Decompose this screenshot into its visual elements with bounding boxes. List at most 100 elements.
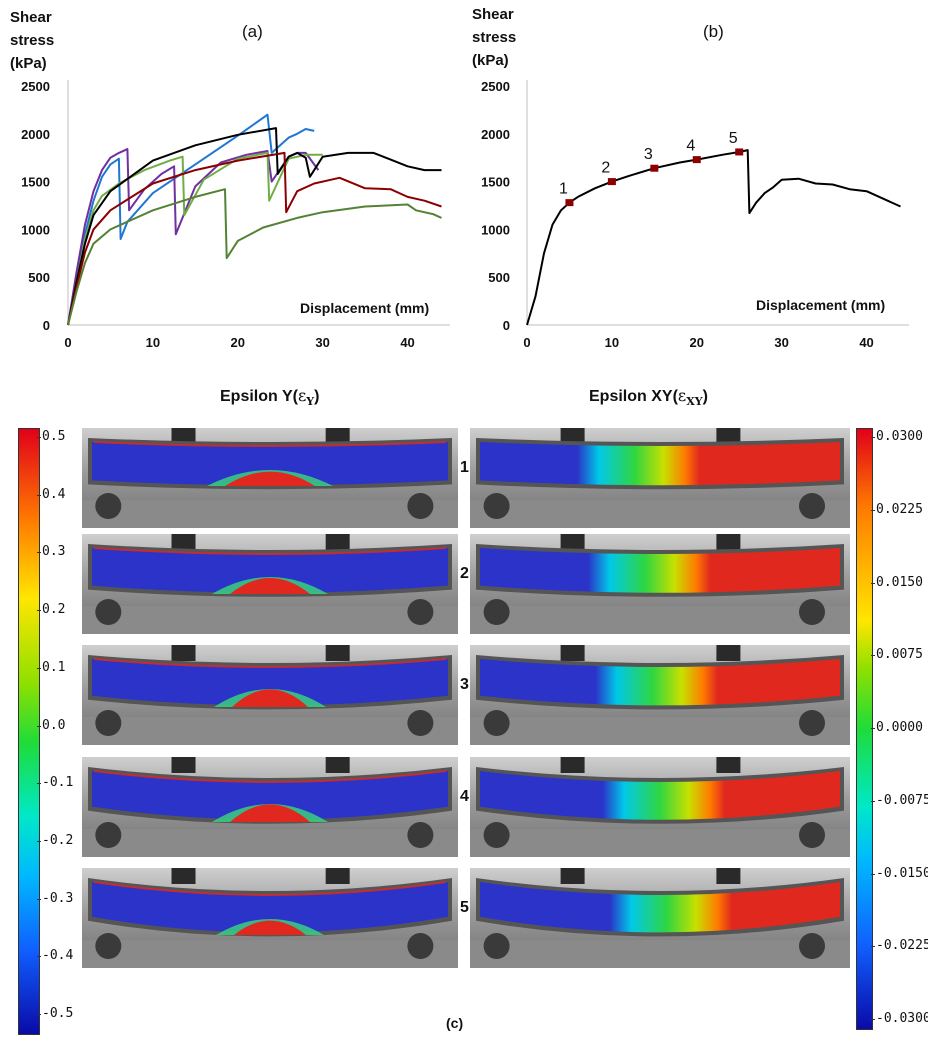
loading-nose bbox=[560, 428, 585, 444]
epsilon-xy-colorbar bbox=[856, 428, 873, 1030]
epsilon-y-title: Epsilon Y(εY) bbox=[220, 386, 320, 409]
support-roller bbox=[407, 933, 434, 959]
support-roller bbox=[95, 710, 122, 736]
support-roller bbox=[407, 710, 434, 736]
y-tick-label: 0 bbox=[503, 318, 510, 333]
epsilon-xy-scale-tick: 0.0075 bbox=[876, 647, 923, 663]
epsilon-y-scale-tick-mark bbox=[37, 840, 41, 842]
backdrop-floor bbox=[470, 829, 850, 857]
y-tick-label: 500 bbox=[488, 270, 510, 285]
y-tick-label: 500 bbox=[28, 270, 50, 285]
loading-nose bbox=[716, 868, 741, 884]
beam-map-svg bbox=[82, 534, 458, 634]
loading-nose bbox=[716, 757, 741, 773]
epsilon-xy-scale-tick: -0.0300 bbox=[876, 1011, 928, 1026]
support-roller bbox=[483, 822, 510, 848]
epsilon-y-scale-tick: 0.4 bbox=[42, 486, 66, 502]
strain-field bbox=[480, 659, 840, 706]
loading-nose bbox=[716, 428, 741, 444]
point-marker bbox=[735, 148, 744, 156]
support-roller bbox=[407, 822, 434, 848]
y-tick-label: 2000 bbox=[481, 127, 510, 142]
marker-label: 2 bbox=[601, 160, 610, 177]
y-tick-label: 1000 bbox=[21, 222, 50, 237]
epsilon-xy-scale-tick-mark bbox=[871, 1019, 875, 1020]
beam-map-svg bbox=[82, 428, 458, 528]
epsilon-y-scale-tick-mark bbox=[37, 783, 41, 785]
y-tick-label: 2500 bbox=[481, 79, 510, 94]
tension-zone bbox=[234, 920, 306, 935]
strain-field bbox=[92, 882, 448, 933]
support-roller bbox=[799, 822, 825, 848]
loading-nose bbox=[171, 534, 196, 550]
x-tick-label: 40 bbox=[859, 335, 873, 350]
epsilon-xy-scale-tick: 0.0000 bbox=[876, 720, 923, 735]
x-tick-label: 30 bbox=[774, 335, 788, 350]
loading-nose bbox=[171, 645, 196, 661]
epsilon-y-scale-tick: -0.4 bbox=[42, 948, 74, 964]
epsilon-y-scale-tick: 0.2 bbox=[42, 602, 66, 618]
epsilon-y-scale-tick-mark bbox=[37, 437, 41, 438]
epsilon-y-scale-tick: 0.5 bbox=[42, 429, 66, 444]
y-tick-label: 1500 bbox=[481, 175, 510, 190]
epsilon-y-scale-tick: -0.5 bbox=[42, 1006, 74, 1021]
epsilon-xy-scale-tick-mark bbox=[871, 946, 875, 948]
backdrop-floor bbox=[470, 940, 850, 968]
epsilon-y-map-1 bbox=[82, 428, 458, 528]
panel-b-ylabel-line2: stress bbox=[472, 29, 517, 46]
series-line bbox=[526, 149, 901, 326]
backdrop-floor bbox=[82, 717, 458, 745]
support-roller bbox=[407, 493, 434, 519]
epsilon-y-scale-tick-mark bbox=[37, 898, 41, 900]
epsilon-xy-scale-tick-mark bbox=[871, 800, 875, 802]
epsilon-xy-map-3 bbox=[470, 645, 850, 745]
loading-nose bbox=[171, 757, 196, 773]
top-edge-strain bbox=[93, 547, 447, 555]
loading-nose bbox=[560, 645, 585, 661]
panel-b-xlabel: Displacement (mm) bbox=[756, 297, 886, 313]
epsilon-xy-scale-tick-mark bbox=[871, 655, 875, 657]
backdrop-floor bbox=[470, 500, 850, 528]
strain-field bbox=[480, 548, 840, 593]
support-roller bbox=[407, 599, 434, 625]
x-tick-label: 0 bbox=[523, 335, 530, 350]
panel-b-ylabel-line1: Shear bbox=[472, 6, 514, 23]
panel-c-label: (c) bbox=[446, 1015, 464, 1031]
series-line bbox=[67, 151, 442, 326]
beam-map-svg bbox=[82, 757, 458, 857]
epsilon-y-scale-tick: 0.0 bbox=[42, 717, 66, 733]
panel-b-ylabel: Shear stress (kPa) bbox=[472, 3, 516, 72]
top-edge-strain bbox=[93, 658, 447, 668]
epsilon-y-scale-tick-mark bbox=[37, 610, 41, 612]
epsilon-xy-scale-tick: -0.0225 bbox=[876, 938, 928, 954]
loading-nose bbox=[171, 868, 196, 884]
marker-label: 4 bbox=[686, 138, 695, 155]
backdrop-floor bbox=[82, 606, 458, 634]
tension-zone bbox=[232, 689, 308, 707]
stage-number: 2 bbox=[460, 565, 469, 582]
point-marker bbox=[692, 156, 701, 164]
epsilon-y-scale-tick-mark bbox=[37, 1014, 41, 1015]
y-tick-label: 0 bbox=[43, 318, 50, 333]
marker-label: 1 bbox=[559, 181, 568, 198]
panel-a-xlabel: Displacement (mm) bbox=[300, 300, 430, 316]
y-tick-label: 1500 bbox=[21, 175, 50, 190]
epsilon-xy-scale-tick-mark bbox=[871, 873, 875, 875]
loading-nose bbox=[716, 645, 741, 661]
panel-a-ylabel-line3: (kPa) bbox=[10, 55, 47, 72]
stage-number: 5 bbox=[460, 899, 469, 916]
loading-nose bbox=[716, 534, 741, 550]
panel-a-ylabel-line1: Shear bbox=[10, 9, 52, 26]
tension-zone bbox=[230, 578, 310, 594]
support-roller bbox=[799, 933, 825, 959]
x-tick-label: 20 bbox=[690, 335, 704, 350]
epsilon-xy-map-5 bbox=[470, 868, 850, 968]
epsilon-y-scale-tick-mark bbox=[37, 667, 41, 669]
epsilon-xy-title: Epsilon XY(εXY) bbox=[589, 386, 708, 409]
epsilon-y-colorbar bbox=[18, 428, 40, 1035]
top-edge-strain bbox=[93, 881, 447, 896]
loading-nose bbox=[171, 428, 196, 444]
top-edge-strain bbox=[93, 441, 447, 447]
epsilon-y-scale-tick: -0.2 bbox=[42, 832, 74, 848]
loading-nose bbox=[325, 428, 350, 444]
